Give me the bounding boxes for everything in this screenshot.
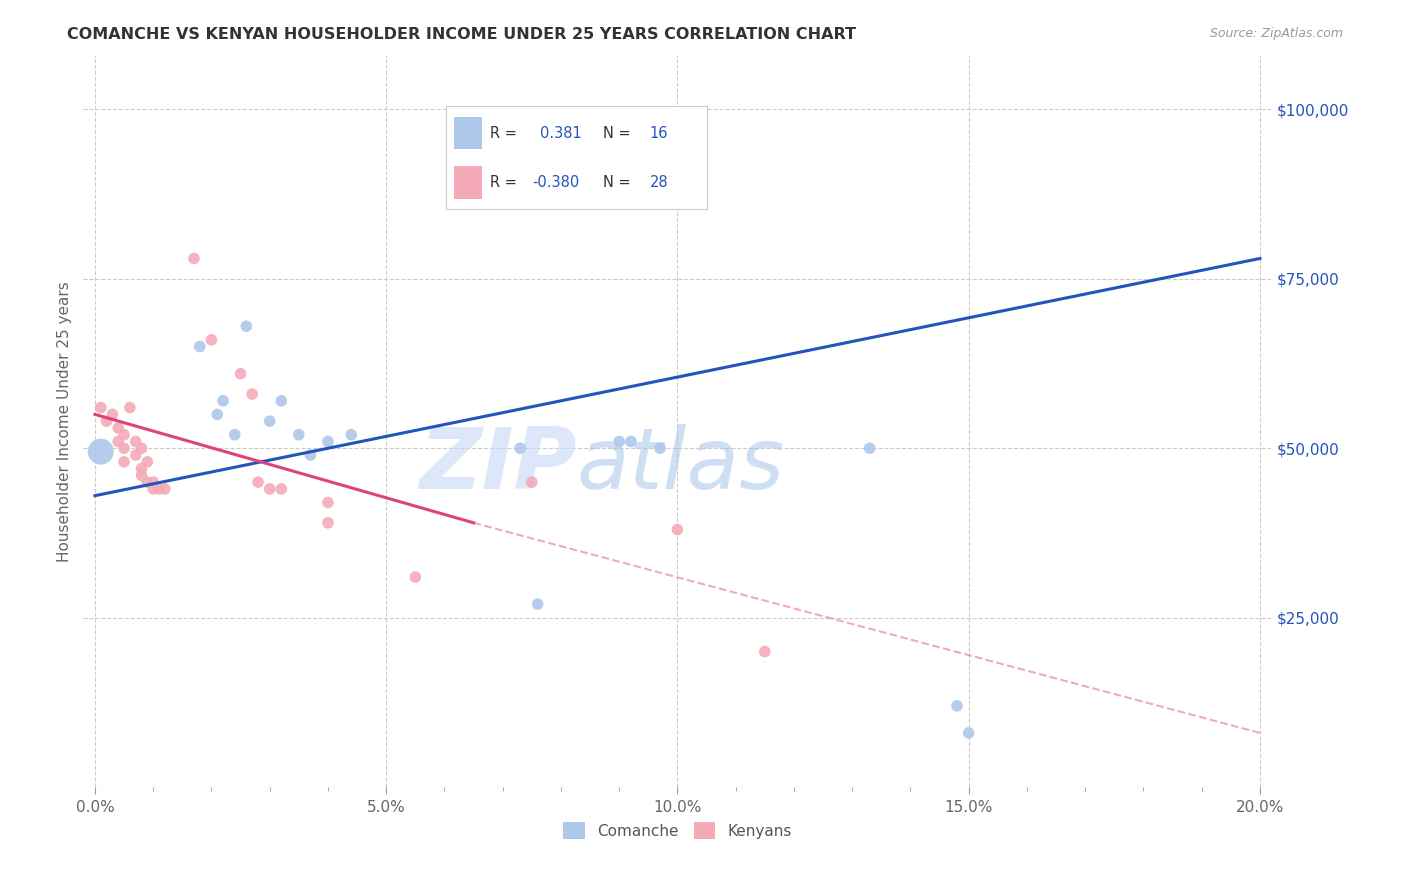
Point [136, 475, 159, 490]
Point [90, 401, 112, 415]
Point [96, 414, 118, 428]
Point [101, 408, 124, 422]
Point [118, 401, 141, 415]
Y-axis label: Householder Income Under 25 years: Householder Income Under 25 years [58, 281, 72, 562]
Legend: Comanche, Kenyans: Comanche, Kenyans [557, 815, 797, 846]
Point [131, 461, 153, 475]
Text: atlas: atlas [576, 424, 785, 507]
Point [754, 644, 776, 658]
Point [200, 333, 222, 347]
Point [142, 475, 165, 490]
Point [316, 495, 339, 509]
Point [125, 434, 148, 449]
Point [224, 427, 246, 442]
Point [136, 455, 159, 469]
Text: COMANCHE VS KENYAN HOUSEHOLDER INCOME UNDER 25 YEARS CORRELATION CHART: COMANCHE VS KENYAN HOUSEHOLDER INCOME UN… [67, 27, 856, 42]
Point [240, 387, 263, 401]
Point [112, 442, 135, 456]
Point [316, 434, 339, 449]
Point [131, 468, 153, 483]
Point [946, 698, 969, 713]
Point [188, 340, 211, 354]
Point [270, 393, 292, 408]
Point [607, 434, 630, 449]
Point [404, 570, 426, 584]
Point [112, 455, 135, 469]
Point [235, 319, 257, 334]
Point [212, 393, 235, 408]
Point [107, 434, 129, 449]
Point [648, 442, 671, 456]
Point [666, 523, 689, 537]
Point [859, 442, 882, 456]
Point [148, 482, 170, 496]
Point [247, 475, 270, 490]
Point [112, 427, 135, 442]
Text: Source: ZipAtlas.com: Source: ZipAtlas.com [1209, 27, 1343, 40]
Point [526, 597, 548, 611]
Point [259, 414, 281, 428]
Point [316, 516, 339, 530]
Point [485, 197, 508, 211]
Point [957, 726, 980, 740]
Point [620, 434, 643, 449]
Point [270, 482, 292, 496]
Point [183, 252, 205, 266]
Point [288, 427, 311, 442]
Point [153, 482, 176, 496]
Point [207, 408, 229, 422]
Point [509, 442, 531, 456]
Point [229, 367, 252, 381]
Point [340, 427, 363, 442]
Point [90, 444, 112, 458]
Point [299, 448, 322, 462]
Point [142, 482, 165, 496]
Text: ZIP: ZIP [419, 424, 576, 507]
Point [259, 482, 281, 496]
Point [131, 442, 153, 456]
Point [520, 475, 543, 490]
Point [107, 421, 129, 435]
Point [125, 448, 148, 462]
